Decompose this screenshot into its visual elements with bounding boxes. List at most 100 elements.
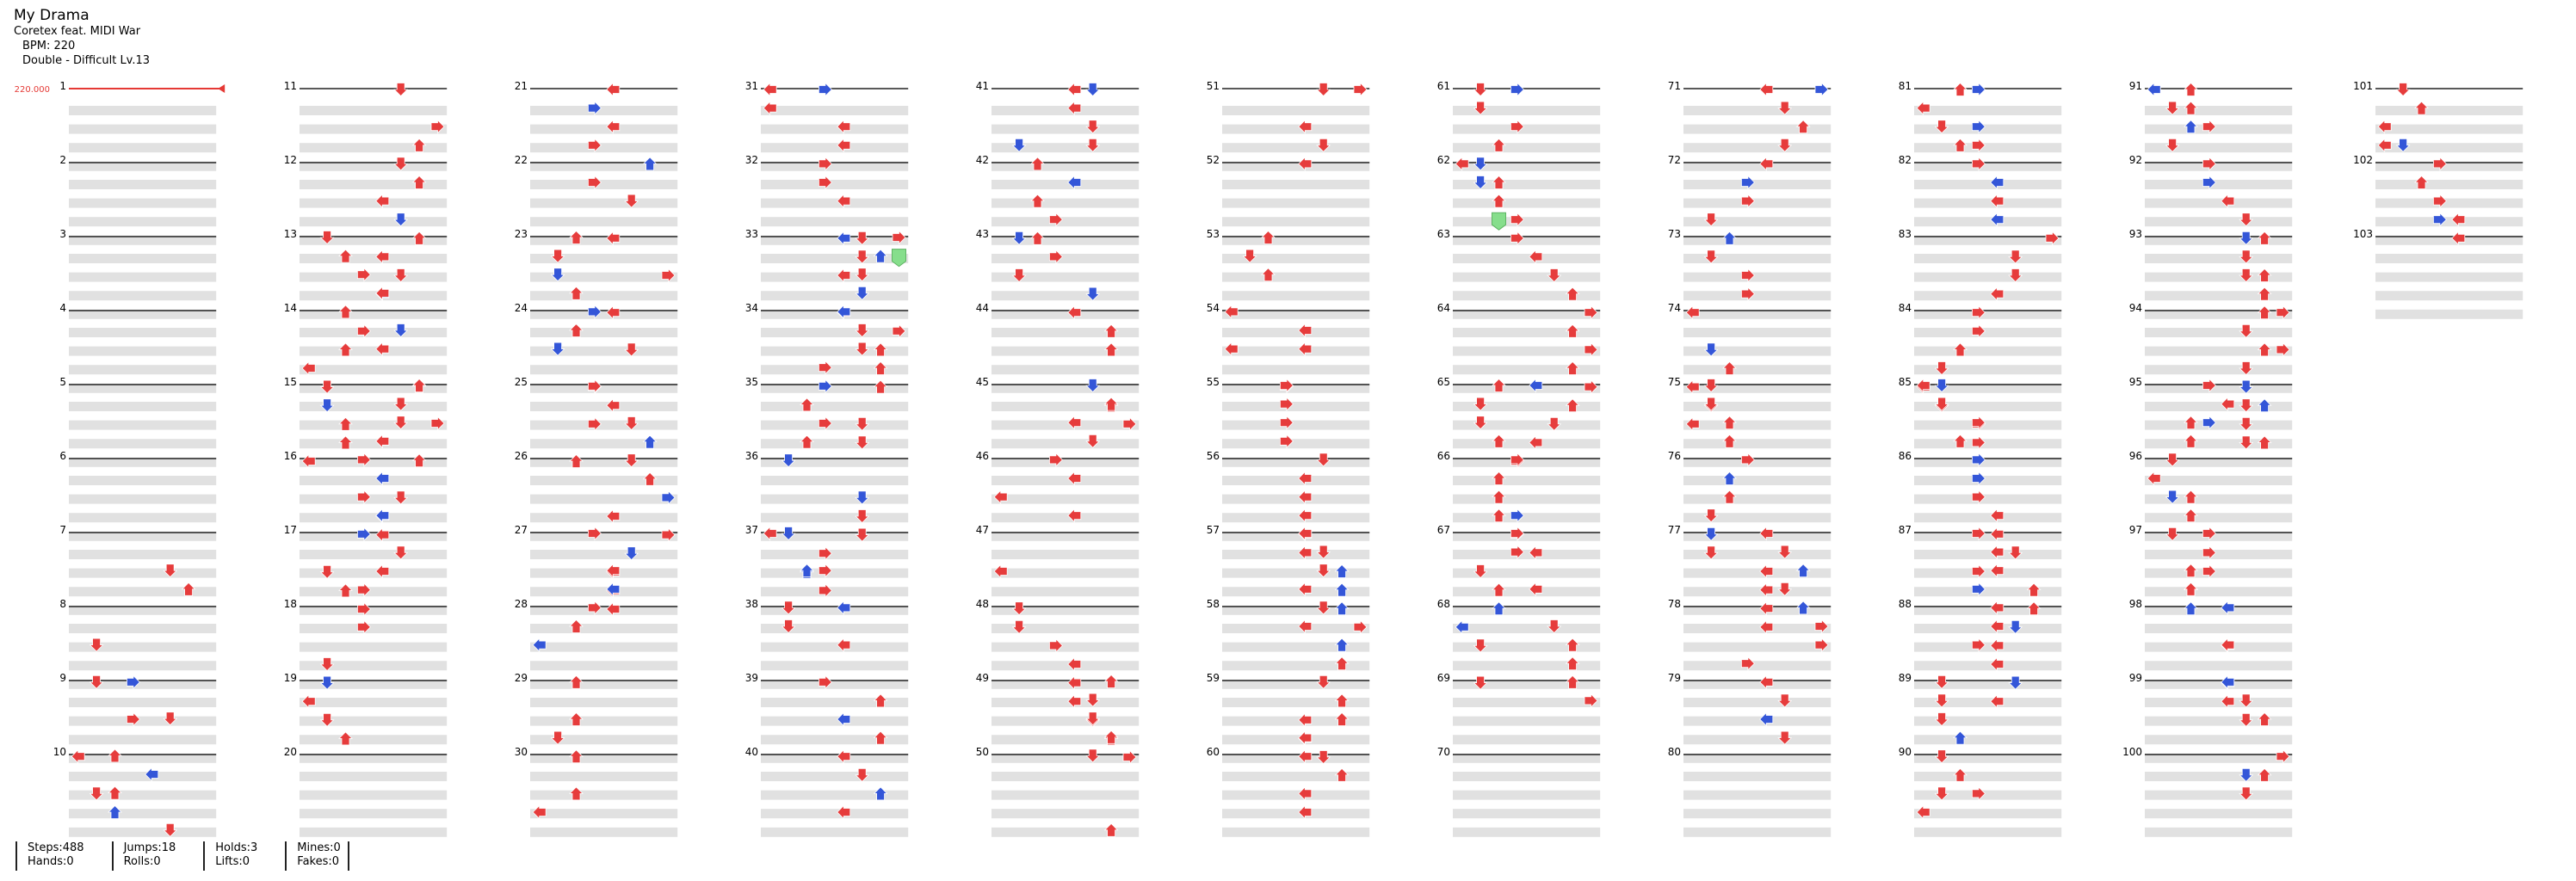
beat-band <box>530 235 678 245</box>
measure <box>761 310 909 393</box>
beat-band <box>69 161 217 171</box>
beat-band <box>1914 827 2062 837</box>
beat-band <box>300 291 448 301</box>
beat-band <box>991 365 1140 375</box>
measure-number: 34 <box>745 302 758 314</box>
step-arrow <box>89 638 104 652</box>
beat-band <box>1914 753 2062 763</box>
step-arrow <box>1492 508 1506 523</box>
beat-band <box>300 753 448 763</box>
step-arrow <box>1741 286 1755 302</box>
measure-number: 7 <box>59 524 66 536</box>
beat-band <box>761 439 909 449</box>
measure-number: 25 <box>515 376 528 388</box>
step-arrow <box>2008 250 2023 264</box>
beat-band <box>1222 383 1370 393</box>
beat-band <box>300 346 448 356</box>
measure-number: 77 <box>1668 524 1681 536</box>
beat-band <box>1453 605 1601 615</box>
beat-band <box>761 568 909 578</box>
step-arrow <box>2221 600 2235 615</box>
measure <box>530 88 678 171</box>
step-arrow <box>550 730 565 745</box>
step-arrow <box>1565 360 1580 375</box>
step-arrow <box>108 786 122 800</box>
step-arrow <box>1934 693 1949 708</box>
beat-band <box>991 346 1140 356</box>
step-arrow <box>781 527 796 541</box>
step-arrow <box>1971 82 1986 97</box>
step-arrow <box>2165 101 2180 115</box>
measure-number: 103 <box>2353 228 2373 240</box>
beat-band <box>761 735 909 745</box>
step-arrow <box>819 675 832 690</box>
beat-band <box>530 254 678 263</box>
step-arrow <box>855 268 870 282</box>
step-arrow <box>1703 342 1719 357</box>
beat-band <box>300 679 448 689</box>
step-arrow <box>1334 582 1350 597</box>
song-artist: Coretex feat. MIDI War <box>14 25 141 38</box>
measure-number: 94 <box>2129 302 2142 314</box>
step-arrow <box>2184 101 2198 115</box>
beat-band <box>1453 365 1601 375</box>
step-arrow <box>1011 268 1027 283</box>
beat-band <box>1222 309 1370 319</box>
beat-band <box>69 365 217 375</box>
measure-number: 54 <box>1207 302 1220 314</box>
beat-band <box>2375 143 2523 153</box>
beat-band <box>1453 494 1601 504</box>
measure-number: 40 <box>745 746 758 758</box>
beat-band <box>1222 291 1370 301</box>
step-arrow <box>338 305 353 319</box>
step-arrow <box>588 526 602 541</box>
measure <box>1914 88 2062 171</box>
beat-band <box>991 624 1140 633</box>
beat-band <box>2145 827 2293 837</box>
beat-band <box>1683 531 1832 541</box>
measure <box>1453 754 1601 837</box>
measure <box>69 384 217 467</box>
beat-band <box>69 494 217 504</box>
step-arrow <box>819 563 832 578</box>
beat-band <box>991 309 1140 319</box>
step-arrow <box>1703 508 1719 523</box>
step-arrow <box>1473 397 1488 411</box>
beat-band <box>69 124 217 134</box>
step-arrow <box>1722 416 1737 430</box>
step-arrow <box>1334 601 1350 616</box>
measure-number: 20 <box>284 746 297 758</box>
beat-band <box>1453 328 1601 337</box>
beat-band <box>300 531 448 541</box>
beat-band <box>991 772 1140 781</box>
step-arrow <box>1722 490 1737 504</box>
measure <box>300 532 448 615</box>
step-arrow <box>1280 378 1294 393</box>
step-arrow <box>1703 527 1719 541</box>
beat-band <box>1683 513 1832 523</box>
step-arrow <box>1703 397 1719 411</box>
measure <box>1453 162 1601 245</box>
step-arrow <box>588 175 602 190</box>
beat-band <box>530 790 678 800</box>
beat-band <box>1222 235 1370 245</box>
step-arrow <box>338 731 353 746</box>
beat-band <box>991 254 1140 263</box>
step-arrow <box>642 471 658 486</box>
step-arrow <box>1685 379 1700 395</box>
beat-band <box>1683 772 1832 781</box>
step-arrow <box>1990 527 2005 542</box>
beat-band <box>300 587 448 597</box>
step-arrow <box>1777 138 1793 152</box>
step-arrow <box>1990 212 2005 227</box>
beat-band <box>991 809 1140 819</box>
beat-band <box>2145 550 2293 559</box>
beat-band <box>991 106 1140 115</box>
step-arrow <box>1990 286 2005 302</box>
step-arrow <box>1971 638 1986 653</box>
measure-number: 81 <box>1899 80 1912 92</box>
beat-band <box>761 587 909 597</box>
step-arrow <box>1795 564 1811 578</box>
step-arrow <box>1547 268 1562 283</box>
step-arrow <box>2257 231 2272 245</box>
